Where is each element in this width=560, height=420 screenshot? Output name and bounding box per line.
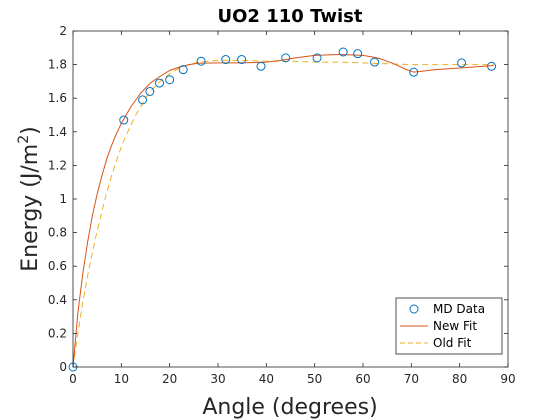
- data-point-md: [256, 61, 266, 71]
- series-line-old-fit: [72, 59, 494, 368]
- data-point-md: [165, 75, 175, 85]
- x-tick-label: 90: [500, 372, 515, 386]
- data-point-md: [457, 58, 467, 68]
- y-tick-label: 1.2: [48, 158, 67, 172]
- y-tick-label: 0: [59, 360, 67, 374]
- x-tick-label: 10: [114, 372, 129, 386]
- legend: MD Data New Fit Old Fit: [395, 297, 503, 355]
- series-line-new-fit: [72, 54, 494, 368]
- data-point-md: [145, 86, 155, 96]
- legend-label-new-fit: New Fit: [433, 319, 477, 333]
- data-point-md: [196, 56, 206, 66]
- data-point-md: [281, 53, 291, 63]
- data-point-md: [353, 49, 363, 59]
- y-tick-label: 1.6: [48, 91, 67, 105]
- y-axis-label-main: Energy (J/m: [18, 144, 43, 272]
- y-tick-label: 0.8: [48, 226, 67, 240]
- x-axis-label: Angle (degrees): [202, 395, 377, 420]
- x-ticks: 0 10 20 30 40 50 60 70 80 90: [69, 31, 516, 386]
- data-point-md: [221, 55, 231, 65]
- x-tick-label: 60: [355, 372, 370, 386]
- y-ticks: 0 0.2 0.4 0.6 0.8 1 1.2 1.4 1.6 1.8 2: [48, 24, 508, 374]
- y-tick-label: 0.4: [48, 293, 67, 307]
- x-tick-label: 80: [452, 372, 467, 386]
- y-tick-label: 2: [59, 24, 67, 38]
- y-axis-label-tail: ): [18, 126, 43, 135]
- y-tick-label: 1.4: [48, 125, 67, 139]
- x-tick-label: 50: [307, 372, 322, 386]
- legend-label-old-fit: Old Fit: [433, 336, 472, 350]
- data-point-md: [338, 47, 348, 57]
- y-tick-label: 1.8: [48, 58, 67, 72]
- data-point-md: [155, 78, 165, 88]
- legend-label-md-data: MD Data: [433, 302, 485, 316]
- data-point-md: [178, 65, 188, 75]
- data-point-md: [312, 53, 322, 63]
- y-tick-label: 0.6: [48, 259, 67, 273]
- y-tick-label: 1: [59, 192, 67, 206]
- y-axis-label: Energy (J/m2): [16, 126, 43, 271]
- y-axis-label-sup: 2: [16, 135, 32, 144]
- legend-marker-md-data: [409, 304, 419, 314]
- data-point-md: [370, 57, 380, 67]
- data-point-md: [119, 115, 129, 125]
- x-tick-label: 20: [162, 372, 177, 386]
- data-point-md: [237, 55, 247, 65]
- chart-title: UO2 110 Twist: [218, 6, 363, 27]
- y-tick-label: 0.2: [48, 326, 67, 340]
- x-tick-label: 40: [259, 372, 274, 386]
- x-tick-label: 0: [69, 372, 77, 386]
- data-point-md: [409, 67, 419, 77]
- x-tick-label: 30: [210, 372, 225, 386]
- data-point-md: [138, 95, 148, 105]
- data-point-md: [487, 61, 497, 71]
- x-tick-label: 70: [404, 372, 419, 386]
